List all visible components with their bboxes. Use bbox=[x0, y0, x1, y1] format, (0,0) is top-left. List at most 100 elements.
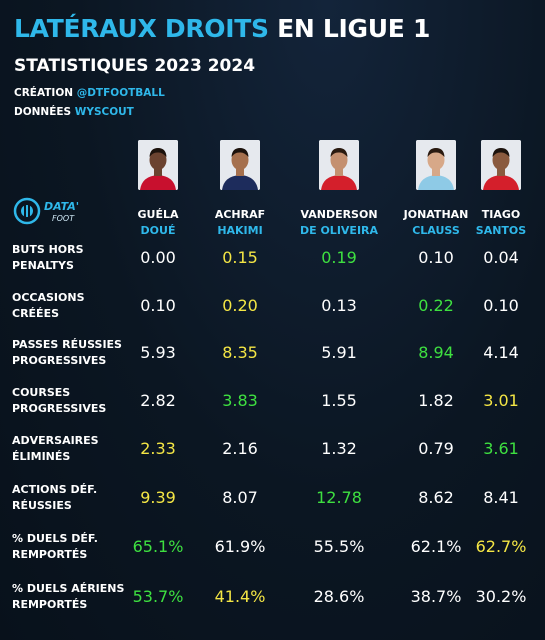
player-last-name: SANTOS bbox=[475, 224, 527, 237]
metric-value: 0.04 bbox=[483, 248, 519, 267]
metric-value: 2.82 bbox=[140, 391, 176, 410]
metric-label-line: REMPORTÉS bbox=[12, 598, 88, 611]
metric-value: 8.07 bbox=[222, 488, 258, 507]
player-photo bbox=[138, 140, 178, 190]
metric-value: 53.7% bbox=[132, 587, 184, 606]
metric-value: 0.15 bbox=[222, 248, 258, 267]
metric-value: 38.7% bbox=[410, 587, 462, 606]
player-name: JONATHAN CLAUSS bbox=[381, 207, 491, 239]
metric-value: 9.39 bbox=[140, 488, 176, 507]
metric-value: 4.14 bbox=[483, 343, 519, 362]
player-portrait-icon bbox=[319, 140, 359, 190]
creation-credit: CRÉATION @DTFOOTBALL bbox=[14, 87, 165, 99]
metric-label-line: PASSES RÉUSSIES bbox=[12, 338, 122, 351]
player-first-name: TIAGO bbox=[481, 208, 521, 221]
metric-value: 0.13 bbox=[321, 296, 357, 315]
metric-value: 55.5% bbox=[313, 537, 365, 556]
data-label: DONNÉES bbox=[14, 106, 72, 118]
metric-value: 62.7% bbox=[475, 537, 527, 556]
player-photo bbox=[416, 140, 456, 190]
metric-label-line: OCCASIONS bbox=[12, 291, 85, 304]
metric-value: 5.93 bbox=[140, 343, 176, 362]
metric-label-line: RÉUSSIES bbox=[12, 499, 72, 512]
metric-value: 8.62 bbox=[418, 488, 454, 507]
metric-value: 0.19 bbox=[321, 248, 357, 267]
player-last-name: CLAUSS bbox=[412, 224, 460, 237]
metric-value: 8.41 bbox=[483, 488, 519, 507]
page-subtitle: STATISTIQUES 2023 2024 bbox=[14, 56, 256, 76]
player-portrait-icon bbox=[416, 140, 456, 190]
metric-value: 28.6% bbox=[313, 587, 365, 606]
data-foot-logo: DATA' FOOT bbox=[12, 194, 102, 228]
metric-label: BUTS HORS PENALTYS bbox=[12, 242, 84, 274]
player-first-name: GUÉLA bbox=[137, 208, 179, 221]
player-name: GUÉLA DOUÉ bbox=[103, 207, 213, 239]
metric-label-line: BUTS HORS bbox=[12, 243, 84, 256]
metric-value: 12.78 bbox=[316, 488, 362, 507]
player-photo bbox=[319, 140, 359, 190]
player-last-name: HAKIMI bbox=[217, 224, 263, 237]
player-first-name: VANDERSON bbox=[300, 208, 378, 221]
metric-value: 2.33 bbox=[140, 439, 176, 458]
metric-value: 0.20 bbox=[222, 296, 258, 315]
player-name: ACHRAF HAKIMI bbox=[185, 207, 295, 239]
metric-value: 8.35 bbox=[222, 343, 258, 362]
metric-label: ACTIONS DÉF. RÉUSSIES bbox=[12, 482, 97, 514]
title-rest: EN LIGUE 1 bbox=[277, 14, 431, 43]
metric-label-line: PROGRESSIVES bbox=[12, 354, 107, 367]
metric-value: 0.10 bbox=[483, 296, 519, 315]
player-portrait-icon bbox=[220, 140, 260, 190]
metric-value: 0.22 bbox=[418, 296, 454, 315]
metric-label-line: ACTIONS DÉF. bbox=[12, 483, 98, 496]
metric-value: 61.9% bbox=[214, 537, 266, 556]
metric-value: 1.55 bbox=[321, 391, 357, 410]
player-last-name: DOUÉ bbox=[140, 224, 176, 237]
data-foot-logo-icon bbox=[13, 197, 41, 225]
metric-value: 0.10 bbox=[418, 248, 454, 267]
metric-label: ADVERSAIRES ÉLIMINÉS bbox=[12, 433, 99, 465]
player-photo bbox=[220, 140, 260, 190]
metric-label: % DUELS AÉRIENS REMPORTÉS bbox=[12, 581, 124, 613]
creation-value: @DTFOOTBALL bbox=[76, 87, 165, 99]
metric-label-line: COURSES bbox=[12, 386, 71, 399]
metric-label-line: PROGRESSIVES bbox=[12, 402, 107, 415]
metric-label: OCCASIONS CRÉÉES bbox=[12, 290, 85, 322]
metric-label-line: % DUELS AÉRIENS bbox=[12, 582, 125, 595]
player-first-name: JONATHAN bbox=[403, 208, 469, 221]
metric-label-line: CRÉÉES bbox=[12, 307, 60, 320]
metric-value: 1.82 bbox=[418, 391, 454, 410]
player-name: TIAGO SANTOS bbox=[446, 207, 545, 239]
metric-label: COURSES PROGRESSIVES bbox=[12, 385, 106, 417]
metric-value: 1.32 bbox=[321, 439, 357, 458]
metric-label-line: ÉLIMINÉS bbox=[12, 450, 71, 463]
metric-value: 0.10 bbox=[140, 296, 176, 315]
page-title: LATÉRAUX DROITS EN LIGUE 1 bbox=[14, 14, 430, 43]
logo-subtext: FOOT bbox=[52, 214, 75, 223]
player-first-name: ACHRAF bbox=[214, 208, 266, 221]
metric-value: 2.16 bbox=[222, 439, 258, 458]
metric-label-line: REMPORTÉS bbox=[12, 548, 88, 561]
data-credit: DONNÉES WYSCOUT bbox=[14, 106, 134, 118]
metric-label-line: % DUELS DÉF. bbox=[12, 532, 98, 545]
metric-value: 62.1% bbox=[410, 537, 462, 556]
metric-value: 0.79 bbox=[418, 439, 454, 458]
metric-label-line: ADVERSAIRES bbox=[12, 434, 99, 447]
player-photo bbox=[481, 140, 521, 190]
data-value: WYSCOUT bbox=[74, 106, 134, 118]
player-portrait-icon bbox=[138, 140, 178, 190]
title-accent: LATÉRAUX DROITS bbox=[14, 14, 269, 43]
metric-value: 8.94 bbox=[418, 343, 454, 362]
logo-text: DATA' bbox=[44, 200, 80, 213]
metric-value: 30.2% bbox=[475, 587, 527, 606]
creation-label: CRÉATION bbox=[14, 87, 74, 99]
metric-label: % DUELS DÉF. REMPORTÉS bbox=[12, 531, 98, 563]
metric-value: 3.83 bbox=[222, 391, 258, 410]
metric-value: 5.91 bbox=[321, 343, 357, 362]
metric-label: PASSES RÉUSSIES PROGRESSIVES bbox=[12, 337, 122, 369]
metric-value: 0.00 bbox=[140, 248, 176, 267]
metric-value: 41.4% bbox=[214, 587, 266, 606]
player-name: VANDERSON DE OLIVEIRA bbox=[284, 207, 394, 239]
player-portrait-icon bbox=[481, 140, 521, 190]
metric-value: 65.1% bbox=[132, 537, 184, 556]
metric-value: 3.61 bbox=[483, 439, 519, 458]
